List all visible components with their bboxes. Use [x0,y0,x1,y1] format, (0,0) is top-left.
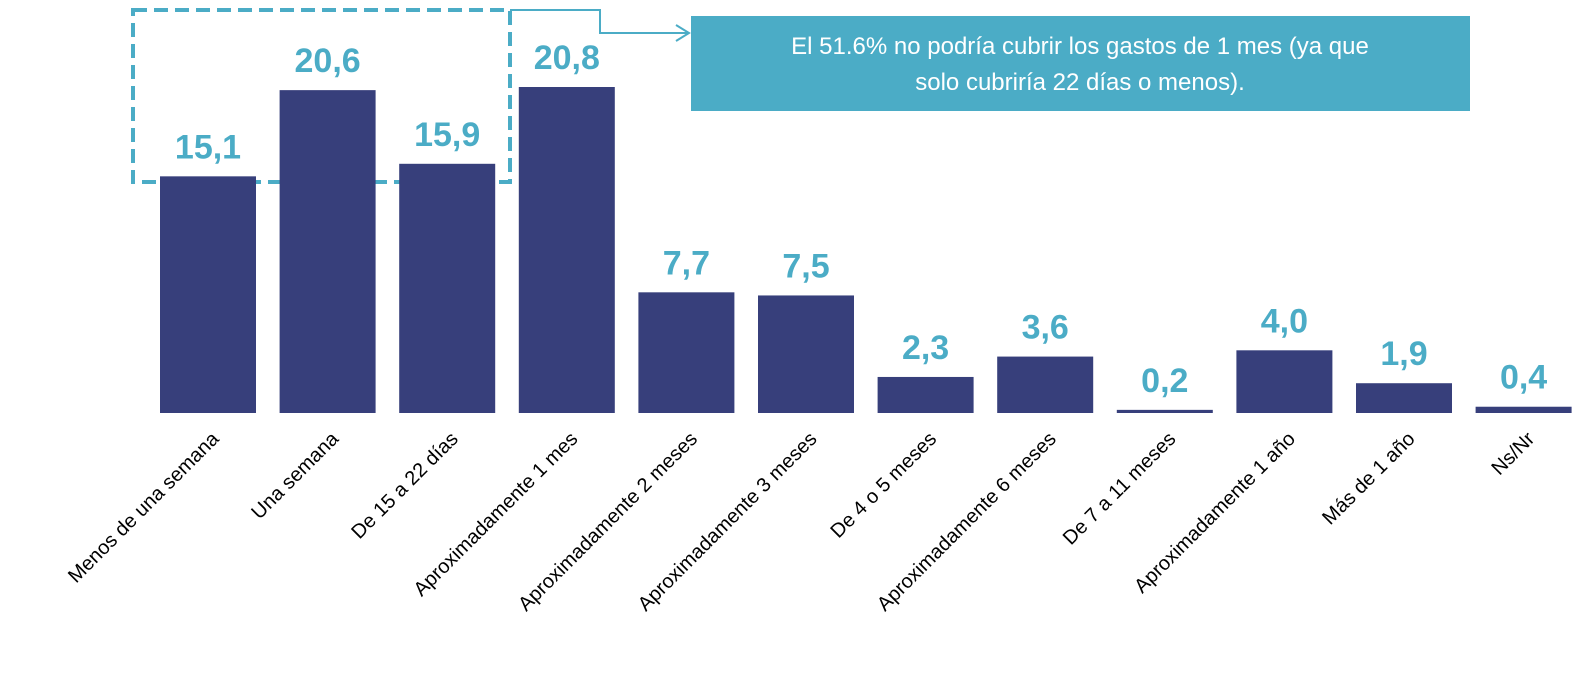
value-label: 15,9 [414,116,480,154]
bar [758,295,854,413]
arrow-head [675,24,691,42]
value-label: 0,2 [1141,362,1188,400]
x-tick-label: Menos de una semana [64,427,224,587]
value-label: 1,9 [1380,335,1427,373]
value-label: 15,1 [175,128,241,166]
x-tick-label: De 15 a 22 días [347,428,462,543]
value-label: 4,0 [1261,302,1308,340]
bar [1116,409,1213,413]
annotation-line: El 51.6% no podría cubrir los gastos de … [791,33,1369,60]
bar [1236,350,1333,413]
annotation-line: solo cubriría 22 días o menos). [915,69,1245,96]
x-tick-label: Más de 1 año [1318,428,1419,529]
bar [279,90,376,413]
x-tick-label: De 4 o 5 meses [827,428,942,543]
bar [160,176,256,413]
value-label: 3,6 [1022,309,1069,347]
value-label: 7,7 [663,244,710,282]
bar [1475,406,1572,413]
x-tick-label: Ns/Nr [1487,428,1539,480]
x-tick-label: Una semana [247,427,343,523]
connector [510,9,688,34]
value-label: 0,4 [1500,359,1547,397]
value-label: 20,6 [295,42,361,80]
value-label: 2,3 [902,329,949,367]
x-tick-label: De 7 a 11 meses [1059,428,1180,549]
bar [518,87,615,413]
bar [638,292,735,413]
bar [997,356,1094,413]
value-label: 7,5 [782,247,829,285]
bar [1356,383,1452,413]
value-label: 20,8 [534,39,600,77]
annotation-box [691,16,1470,111]
bar [877,376,974,413]
bar [399,163,496,413]
